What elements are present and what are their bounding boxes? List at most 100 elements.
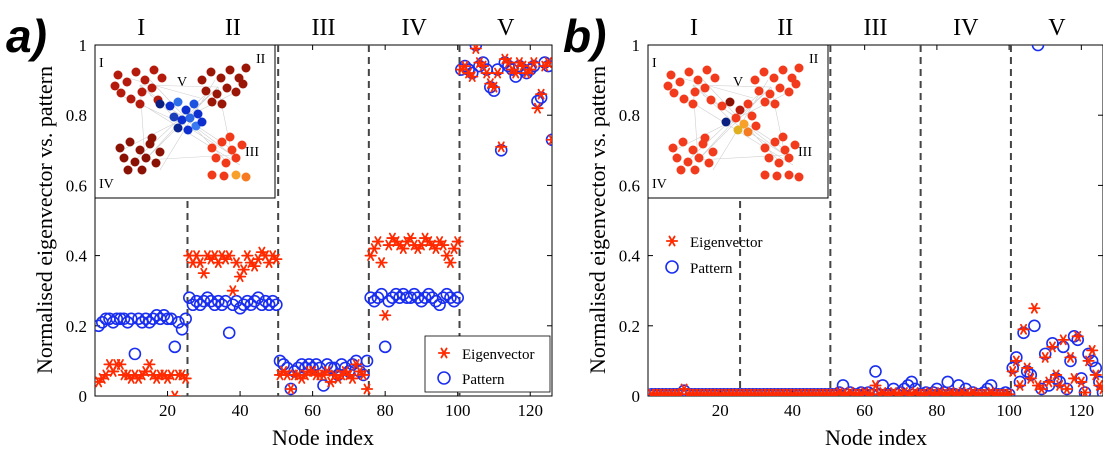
pattern-point [444, 291, 457, 305]
pattern-point [212, 294, 225, 308]
eigenvector-point [1049, 369, 1063, 381]
block-label: IV [402, 15, 428, 41]
eigenvector-point [1017, 323, 1030, 335]
data-marks [648, 45, 1103, 396]
eigenvector-point [495, 141, 508, 153]
inset-label-iii: III [798, 145, 812, 160]
pattern-point [241, 294, 254, 308]
pattern-point [183, 291, 196, 305]
inset-cluster-v [717, 97, 761, 137]
pattern-point [941, 375, 955, 389]
x-axis-ticks: 20 40 60 80 100 120 [159, 45, 543, 420]
pattern-point [415, 294, 428, 308]
inset-cluster-ii [197, 63, 251, 109]
legend-eigenvector-label: Eigenvector [690, 235, 762, 251]
pattern-point [469, 45, 483, 52]
pattern-point [233, 301, 247, 315]
eigenvector-point [1071, 330, 1084, 342]
block-label: V [1048, 15, 1066, 41]
x-tick-label: 120 [517, 401, 543, 420]
block-label: I [690, 15, 698, 41]
pattern-point [371, 291, 385, 305]
pattern-point [491, 63, 504, 76]
pattern-point [237, 298, 251, 312]
eigenvector-point [491, 67, 504, 79]
x-tick-label: 100 [445, 401, 471, 420]
block-labels: I II III IV V [137, 15, 515, 41]
eigenvector-point [437, 239, 450, 251]
legend-pattern-marker [665, 260, 679, 274]
y-tick-label: 0.4 [66, 247, 88, 266]
eigenvector-point [168, 390, 181, 396]
pattern-point [201, 291, 214, 305]
y-tick-label: 0.2 [619, 317, 640, 336]
y-tick-label: 0 [79, 387, 88, 406]
inset-cluster-i [110, 65, 167, 109]
x-tick-label: 40 [784, 401, 801, 420]
inset-label-ii: II [256, 52, 266, 67]
pattern-point [117, 312, 131, 326]
pattern-point [905, 375, 918, 389]
legend: Eigenvector Pattern [424, 335, 551, 393]
y-tick-label: 1 [632, 36, 641, 55]
eigenvector-point [1013, 380, 1027, 391]
x-tick-label: 20 [712, 401, 729, 420]
pattern-point [440, 287, 454, 301]
block-dividers [739, 45, 1012, 396]
pattern-point [429, 294, 443, 308]
eigenvector-point [1006, 366, 1019, 377]
pattern-point [407, 287, 421, 301]
eigenvector-point [542, 57, 552, 68]
panel-letter: b) [563, 10, 606, 62]
pattern-point [150, 308, 163, 322]
pattern-point [1013, 375, 1027, 389]
pattern-point [534, 91, 548, 104]
x-tick-label: 20 [159, 401, 176, 420]
y-tick-label: 0.6 [66, 176, 87, 195]
eigenvector-point [197, 267, 210, 279]
pattern-point [106, 315, 120, 329]
pattern-point [338, 361, 352, 375]
eigenvector-point [545, 134, 552, 146]
eigenvector-point [1057, 334, 1070, 346]
network-inset: I II III IV V [94, 44, 276, 199]
x-axis-label: Node index [272, 425, 374, 449]
pattern-point [190, 294, 203, 308]
pattern-point [157, 308, 171, 322]
block-label: II [777, 15, 793, 41]
pattern-point [273, 354, 287, 368]
inset-label-iv: IV [652, 177, 667, 192]
pattern-point [164, 312, 178, 326]
pattern-point [1024, 368, 1038, 382]
pattern-point [139, 312, 153, 326]
block-label: III [312, 15, 336, 41]
eigenvector-point [869, 380, 882, 391]
y-tick-label: 0.6 [619, 176, 640, 195]
pattern-point [1028, 319, 1041, 333]
eigenvector-point [230, 257, 243, 269]
inset-cluster-v [155, 97, 207, 135]
pattern-point [204, 294, 218, 308]
eigenvector-point [509, 67, 522, 79]
y-axis-label: Normalised eigenvector vs. pattern [585, 66, 610, 374]
pattern-point [135, 315, 149, 329]
block-label: II [225, 15, 241, 41]
network-inset: I II III IV V [647, 44, 829, 199]
eigenvector-point [480, 67, 493, 79]
pattern-point [436, 291, 450, 305]
inset-label-v: V [177, 75, 187, 90]
y-tick-label: 0 [632, 387, 641, 406]
block-label: V [497, 15, 515, 41]
eigenvector-point [1082, 355, 1095, 367]
eigenvector-point [375, 257, 388, 269]
pattern-point [433, 298, 446, 312]
inset-cluster-i [663, 65, 720, 109]
pattern-point [110, 312, 124, 326]
block-label: IV [953, 15, 979, 41]
inset-cluster-iii [760, 132, 804, 182]
pattern-point [1064, 354, 1077, 368]
pattern-point [451, 291, 464, 305]
x-tick-label: 40 [232, 401, 249, 420]
x-tick-label: 60 [856, 401, 873, 420]
eigenvector-point [531, 102, 544, 114]
